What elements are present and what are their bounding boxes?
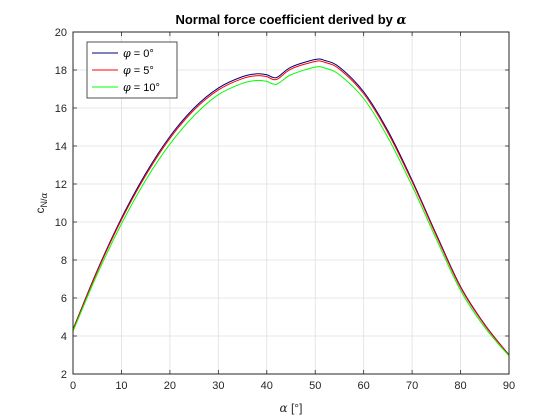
y-tick-label: 20	[55, 27, 67, 39]
x-axis-label: α [°]	[280, 401, 303, 415]
x-tick-label: 0	[70, 380, 76, 392]
legend-label-1: φ = 5°	[123, 64, 154, 77]
x-tick-label: 10	[115, 380, 127, 392]
legend: φ = 0° φ = 5° φ = 10°	[87, 42, 177, 98]
y-tick-label: 10	[55, 217, 67, 229]
y-tick-label: 18	[55, 65, 67, 77]
x-tick-label: 40	[261, 380, 273, 392]
x-tick-label: 80	[454, 380, 466, 392]
y-tick-label: 6	[61, 293, 67, 305]
x-tick-label: 20	[164, 380, 176, 392]
x-tick-label: 50	[309, 380, 321, 392]
y-tick-label: 14	[55, 141, 67, 153]
x-tick-label: 60	[358, 380, 370, 392]
y-tick-label: 8	[61, 255, 67, 267]
y-tick-label: 2	[61, 369, 67, 381]
chart-title: Normal force coefficient derived by α	[175, 12, 406, 28]
x-tick-label: 70	[406, 380, 418, 392]
x-tick-label: 30	[212, 380, 224, 392]
y-tick-label: 12	[55, 179, 67, 191]
legend-label-2: φ = 10°	[123, 81, 160, 94]
legend-label-0: φ = 0°	[123, 47, 154, 60]
x-tick-label: 90	[503, 380, 515, 392]
y-tick-label: 16	[55, 103, 67, 115]
y-tick-label: 4	[61, 331, 67, 343]
